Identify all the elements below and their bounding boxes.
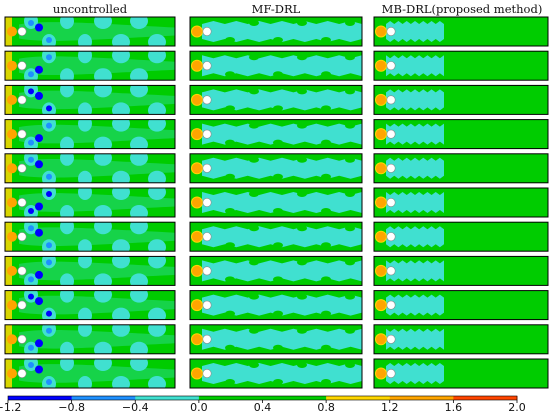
cylinder-icon [202,95,212,105]
flow-panel [189,153,363,184]
cylinder-icon [202,163,212,173]
cylinder-icon [202,232,212,242]
flow-panel [189,324,363,355]
flow-panel [189,16,363,47]
cylinder-icon [386,163,396,173]
flow-panel [4,84,176,115]
cylinder-icon [386,61,396,71]
flow-panel [4,16,176,47]
flow-panel [4,50,176,81]
cylinder-icon [202,61,212,71]
colorbar-tick-label: 0.0 [190,401,208,414]
flow-panel [373,290,549,321]
flow-panel [373,358,549,389]
colorbar-segment [198,396,263,400]
cylinder-icon [386,300,396,310]
cylinder-icon [17,300,27,310]
column-title-mf-drl: MF-DRL [251,2,301,16]
flow-panel [4,255,176,286]
flow-panel [189,255,363,286]
cylinder-icon [386,95,396,105]
flow-panel [373,324,549,355]
cylinder-icon [17,163,27,173]
cylinder-icon [202,300,212,310]
cylinder-icon [386,368,396,378]
colorbar-segment [8,396,73,400]
flow-panel [373,16,549,47]
flow-panel [4,221,176,252]
colorbar-tick-label: 2.0 [508,401,526,414]
cylinder-icon [17,334,27,344]
cylinder-icon [386,129,396,139]
colorbar-tick-label: 1.2 [381,401,399,414]
cylinder-icon [17,129,27,139]
flow-panel [189,50,363,81]
cylinder-icon [17,198,27,208]
colorbar-tick-label: −0.4 [121,401,149,414]
flow-panel [189,290,363,321]
flow-panel [373,221,549,252]
cylinder-icon [17,95,27,105]
cylinder-icon [386,198,396,208]
flow-panel [373,153,549,184]
cylinder-icon [202,368,212,378]
flow-panel [189,358,363,389]
cylinder-icon [386,26,396,36]
cylinder-icon [386,232,396,242]
flow-panel [4,324,176,355]
flow-panel [373,84,549,115]
flow-panel [373,255,549,286]
flow-panel [4,358,176,389]
cylinder-icon [386,334,396,344]
colorbar-segment [453,396,518,400]
flow-panel [4,290,176,321]
cylinder-icon [17,266,27,276]
colorbar-segment [326,396,391,400]
cylinder-icon [17,26,27,36]
colorbar-tick-label: 0.8 [317,401,335,414]
colorbar-tick-label: −0.8 [58,401,85,414]
colorbar-tick-label: −1.2 [0,401,22,414]
flow-panel [189,221,363,252]
flow-panel [189,119,363,150]
cylinder-icon [202,26,212,36]
cylinder-icon [202,198,212,208]
cylinder-icon [202,129,212,139]
column-title-uncontrolled: uncontrolled [52,2,128,16]
flow-panel [4,187,176,218]
column-title-mb-drl: MB-DRL(proposed method) [381,2,543,16]
flow-field-grid [4,16,549,389]
cylinder-icon [202,334,212,344]
colorbar-tick-label: 0.4 [253,401,272,414]
cylinder-icon [17,61,27,71]
cylinder-icon [17,232,27,242]
cylinder-icon [202,266,212,276]
colorbar-segment [389,396,454,400]
colorbar-tick-label: 1.6 [444,401,463,414]
flow-panel [373,50,549,81]
flow-panel [4,119,176,150]
cylinder-icon [386,266,396,276]
flow-panel [4,153,176,184]
cylinder-icon [17,368,27,378]
flow-panel [373,187,549,218]
colorbar-segment [135,396,200,400]
flow-panel [189,84,363,115]
colorbar-segment [71,396,136,400]
flow-panel [373,119,549,150]
colorbar-segment [262,396,327,400]
flow-panel [189,187,363,218]
